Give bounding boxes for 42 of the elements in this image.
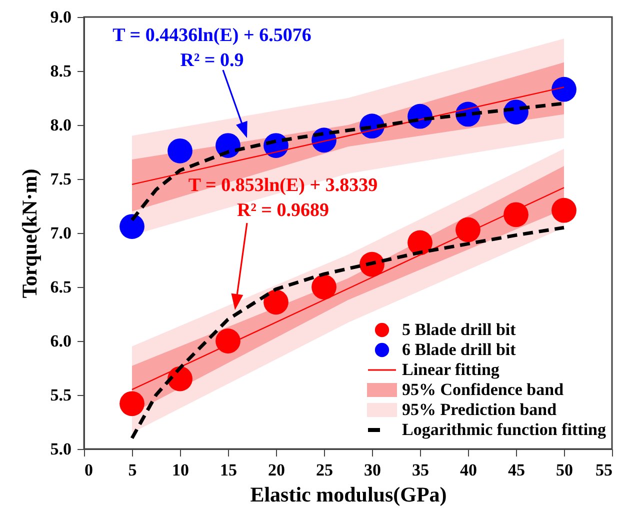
x-tick-label: 30 — [364, 460, 381, 480]
y-tick-label: 9.0 — [50, 8, 72, 26]
y-tick-label: 7.5 — [50, 170, 72, 188]
point — [552, 76, 576, 102]
legend-label: Linear fitting — [402, 360, 500, 379]
y-tick-label: 7.0 — [50, 224, 72, 242]
y-tick-label: 6.0 — [50, 332, 72, 350]
y-tick-label: 5.5 — [50, 386, 72, 404]
y-tick-label: 6.5 — [50, 278, 72, 296]
point — [312, 274, 336, 300]
x-tick-label: 45 — [508, 460, 525, 480]
x-tick-label: 15 — [220, 460, 237, 480]
point — [552, 198, 576, 223]
point — [504, 202, 528, 228]
legend-label: 6 Blade drill bit — [402, 340, 516, 359]
point — [120, 214, 144, 239]
point — [168, 138, 192, 164]
x-tick-label: 5 — [128, 460, 137, 480]
x-tick-label: 50 — [556, 460, 573, 480]
annotation: T = 0.4436ln(E) + 6.5076 R² = 0.9 — [112, 25, 312, 71]
y-tick-label: 8.0 — [50, 116, 72, 134]
x-axis-title: Elastic modulus(GPa) — [250, 482, 447, 506]
x-tick-label: 20 — [268, 460, 285, 480]
x-tick-label: 55 — [596, 460, 612, 480]
point — [264, 290, 288, 315]
legend-label: 5 Blade drill bit — [402, 320, 516, 339]
x-tick-label: 40 — [460, 460, 477, 480]
y-tick-label: 5.0 — [50, 440, 72, 458]
y-tick-label: 8.5 — [50, 62, 72, 80]
x-tick-label: 25 — [316, 460, 333, 480]
x-tick-label: 0 — [84, 460, 93, 480]
point — [216, 328, 240, 354]
legend-label: 95% Prediction band — [402, 400, 558, 419]
point — [408, 230, 432, 256]
y-axis-title: Torque(kN·m) — [17, 168, 42, 298]
point — [120, 391, 144, 416]
x-tick-label: 10 — [172, 460, 189, 480]
legend-label: 95% Confidence band — [402, 380, 564, 399]
x-tick-label: 35 — [412, 460, 429, 480]
point — [456, 217, 480, 242]
annotation: T = 0.853ln(E) + 3.8339 R² = 0.9689 — [188, 175, 378, 221]
legend-label: Logarithmic function fitting — [402, 420, 606, 439]
